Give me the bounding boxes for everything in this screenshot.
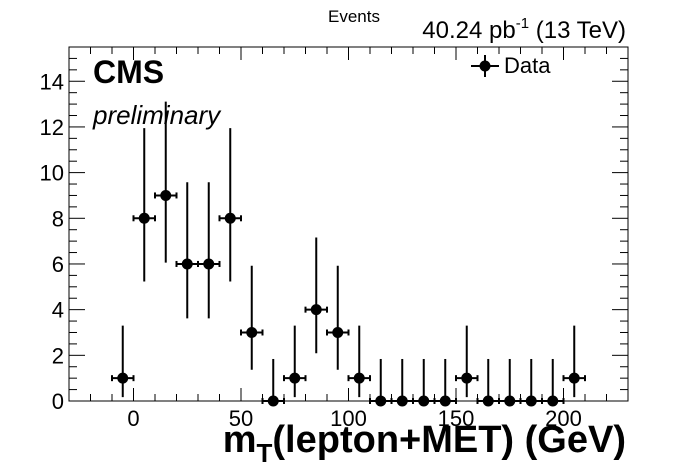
data-point (347, 325, 371, 398)
data-point (261, 358, 285, 407)
lumi-label: 40.24 pb-1 (13 TeV) (422, 15, 626, 44)
data-point (498, 358, 522, 407)
x-tick-labels: 0 50 100 150 200 (127, 406, 581, 431)
data-marker (547, 395, 559, 407)
data-marker (568, 372, 580, 384)
y-tick-label: 10 (40, 161, 64, 186)
data-marker (160, 189, 172, 201)
data-point (218, 128, 242, 282)
data-marker (310, 304, 322, 316)
data-point (476, 358, 500, 407)
data-point (240, 265, 264, 370)
data-point (562, 325, 586, 398)
data-marker (181, 258, 193, 270)
y-tick-label: 0 (52, 389, 64, 414)
data-marker (482, 395, 494, 407)
x-tick-label: 200 (545, 406, 582, 431)
data-point (197, 182, 221, 319)
data-marker (289, 372, 301, 384)
data-point (390, 358, 414, 407)
data-marker (203, 258, 215, 270)
legend-marker-dot (479, 60, 491, 72)
x-tick-label: 100 (330, 406, 367, 431)
legend: Data (471, 53, 551, 78)
data-marker (224, 212, 236, 224)
data-marker (138, 212, 150, 224)
data-point (519, 358, 543, 407)
axis-ticks (68, 47, 629, 402)
data-marker (525, 395, 537, 407)
y-axis-label: Events (328, 7, 380, 26)
x-tick-label: 50 (229, 406, 253, 431)
data-point (326, 265, 350, 370)
data-point (154, 101, 178, 263)
data-point (283, 325, 307, 398)
data-point (455, 325, 479, 398)
data-point (369, 358, 393, 407)
data-point (412, 358, 436, 407)
data-marker (418, 395, 430, 407)
data-point (541, 358, 565, 407)
data-point (175, 182, 199, 319)
status-label: preliminary (92, 100, 222, 130)
y-tick-label: 2 (52, 343, 64, 368)
x-tick-label: 150 (438, 406, 475, 431)
data-marker (267, 395, 279, 407)
data-marker (353, 372, 365, 384)
legend-entry-data: Data (504, 53, 551, 78)
y-tick-label: 4 (52, 298, 64, 323)
experiment-label: CMS (93, 54, 164, 90)
data-marker (396, 395, 408, 407)
x-tick-label: 0 (127, 406, 139, 431)
y-tick-labels: 0 2 4 6 8 10 12 14 (40, 69, 64, 414)
data-point (132, 128, 156, 282)
x-axis-label: mT(lepton+MET) (GeV) (223, 419, 626, 468)
data-marker (375, 395, 387, 407)
data-point (433, 358, 457, 407)
data-point (304, 237, 328, 354)
y-tick-label: 12 (40, 115, 64, 140)
data-marker (504, 395, 516, 407)
data-marker (461, 372, 473, 384)
y-tick-label: 6 (52, 252, 64, 277)
y-tick-label: 8 (52, 206, 64, 231)
data-marker (439, 395, 451, 407)
data-point (111, 325, 135, 398)
y-tick-label: 14 (40, 69, 64, 94)
data-marker (246, 326, 258, 338)
data-points (111, 101, 586, 407)
data-marker (332, 326, 344, 338)
data-marker (117, 372, 129, 384)
